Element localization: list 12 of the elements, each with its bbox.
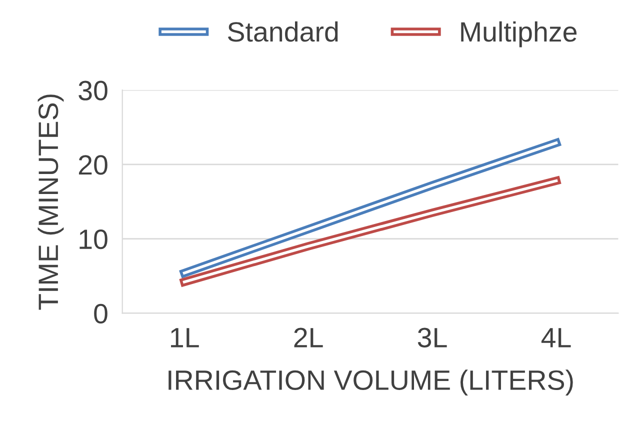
y-tick-label: 10: [80, 229, 108, 250]
legend-label: Standard: [228, 21, 338, 42]
x-tick-label: 4L: [541, 328, 571, 348]
x-tick-label: 3L: [418, 328, 447, 348]
y-tick-label: 30: [78, 80, 108, 100]
y-axis-title: TIME (MINUTES): [38, 94, 64, 310]
x-tick-label: 1L: [171, 328, 199, 348]
legend-label: Multiphze: [461, 21, 577, 48]
x-tick-label: 2L: [294, 328, 323, 348]
y-tick-label: 20: [78, 155, 108, 175]
y-tick-label: 0: [94, 304, 108, 324]
x-axis-title: IRRIGATION VOLUME (LITERS): [168, 370, 573, 396]
